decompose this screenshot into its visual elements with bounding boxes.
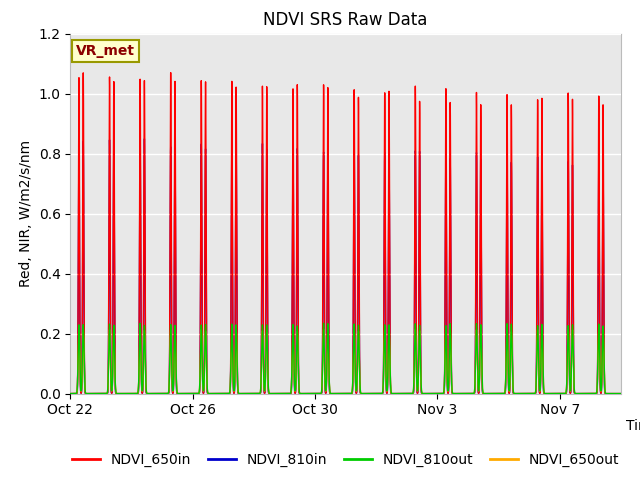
Y-axis label: Red, NIR, W/m2/s/nm: Red, NIR, W/m2/s/nm (19, 140, 33, 287)
X-axis label: Time: Time (626, 419, 640, 433)
Title: NDVI SRS Raw Data: NDVI SRS Raw Data (264, 11, 428, 29)
Text: VR_met: VR_met (76, 44, 135, 58)
Legend: NDVI_650in, NDVI_810in, NDVI_810out, NDVI_650out: NDVI_650in, NDVI_810in, NDVI_810out, NDV… (67, 447, 625, 473)
